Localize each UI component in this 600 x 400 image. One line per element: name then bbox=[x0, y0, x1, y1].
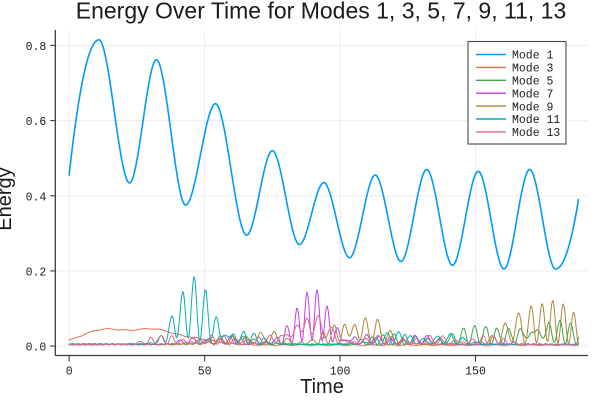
svg-text:Mode 1: Mode 1 bbox=[512, 50, 554, 63]
svg-text:Energy: Energy bbox=[0, 167, 16, 230]
svg-text:0.2: 0.2 bbox=[26, 266, 47, 279]
svg-text:0.0: 0.0 bbox=[26, 342, 47, 355]
svg-text:50: 50 bbox=[198, 366, 212, 379]
svg-text:Mode 3: Mode 3 bbox=[512, 63, 554, 76]
svg-text:0: 0 bbox=[66, 366, 73, 379]
svg-text:Time: Time bbox=[300, 376, 344, 398]
svg-text:0.8: 0.8 bbox=[26, 41, 47, 54]
svg-text:150: 150 bbox=[465, 366, 486, 379]
svg-text:Mode 5: Mode 5 bbox=[512, 76, 554, 89]
svg-text:Mode 11: Mode 11 bbox=[512, 114, 560, 127]
svg-text:0.4: 0.4 bbox=[26, 191, 47, 204]
svg-text:Mode 7: Mode 7 bbox=[512, 88, 553, 101]
svg-text:Mode 9: Mode 9 bbox=[512, 101, 554, 114]
svg-text:Energy Over Time for Modes 1,: Energy Over Time for Modes 1, 3, 5, 7, 9… bbox=[76, 0, 566, 24]
svg-text:0.6: 0.6 bbox=[26, 116, 47, 129]
svg-text:Mode 13: Mode 13 bbox=[512, 127, 560, 140]
